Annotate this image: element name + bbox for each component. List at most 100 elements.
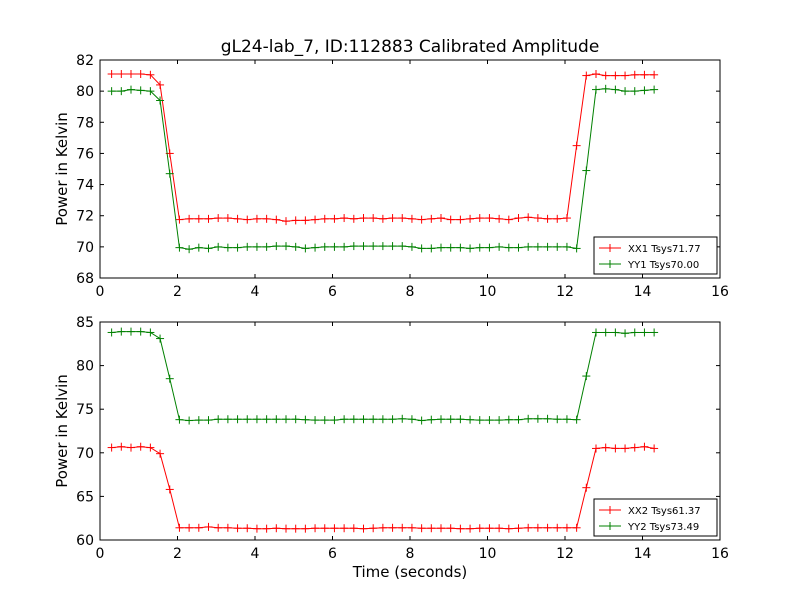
data-point xyxy=(378,415,387,424)
data-point xyxy=(359,415,368,424)
data-point xyxy=(369,214,378,223)
data-point xyxy=(194,523,203,532)
data-point xyxy=(485,524,494,533)
data-point xyxy=(437,243,445,252)
data-point xyxy=(127,327,135,336)
data-point xyxy=(301,244,310,253)
y-tick-label: 75 xyxy=(76,402,94,418)
legend-box xyxy=(593,236,718,275)
data-point xyxy=(282,217,290,226)
data-point xyxy=(495,214,504,223)
data-point xyxy=(282,415,290,424)
data-point xyxy=(417,524,426,533)
y-tick-label: 82 xyxy=(76,53,94,69)
x-tick-label: 14 xyxy=(634,284,652,300)
data-point xyxy=(582,372,591,381)
data-point xyxy=(272,524,281,533)
data-point xyxy=(117,442,126,451)
data-point xyxy=(562,523,571,532)
data-point xyxy=(514,214,523,223)
data-point xyxy=(475,524,484,533)
data-point xyxy=(369,524,378,533)
data-point xyxy=(495,242,504,251)
data-point xyxy=(311,215,320,224)
data-point xyxy=(495,524,504,533)
y-axis-label: Power in Kelvin xyxy=(53,374,71,488)
data-point xyxy=(437,415,445,424)
data-point xyxy=(349,415,358,424)
data-point xyxy=(359,214,368,223)
data-point xyxy=(175,243,184,252)
data-point xyxy=(630,70,639,79)
data-point xyxy=(243,524,252,533)
data-point xyxy=(233,415,242,424)
legend-entry: XX2 Tsys61.37 xyxy=(599,506,701,517)
data-point xyxy=(136,86,145,95)
data-point xyxy=(446,524,455,533)
data-point xyxy=(165,374,174,383)
data-point xyxy=(262,242,271,251)
y-tick-label: 78 xyxy=(76,115,94,131)
data-point xyxy=(136,327,145,336)
data-point xyxy=(282,242,290,251)
data-point xyxy=(340,214,349,223)
data-point xyxy=(640,70,649,79)
data-point xyxy=(553,415,562,424)
data-point xyxy=(146,443,155,452)
data-point xyxy=(369,415,378,424)
data-point xyxy=(340,524,349,533)
data-point xyxy=(243,242,252,251)
data-point xyxy=(524,523,533,532)
data-point xyxy=(204,522,213,531)
data-point xyxy=(301,216,310,225)
data-point xyxy=(165,485,174,494)
x-tick-label: 8 xyxy=(406,546,415,562)
data-point xyxy=(504,524,513,533)
data-point xyxy=(611,444,620,453)
data-point xyxy=(223,523,232,532)
data-point xyxy=(466,214,475,223)
data-point xyxy=(136,442,145,451)
data-point xyxy=(175,215,184,224)
x-tick-label: 0 xyxy=(96,284,105,300)
data-point xyxy=(485,243,494,252)
data-point xyxy=(650,328,659,337)
data-point xyxy=(582,483,591,492)
data-point xyxy=(320,416,329,425)
data-point xyxy=(262,524,271,533)
data-point xyxy=(146,70,155,79)
data-point xyxy=(621,87,630,96)
y-tick-label: 68 xyxy=(76,271,94,287)
data-point xyxy=(204,244,213,253)
data-point xyxy=(185,214,194,223)
data-point xyxy=(282,524,290,533)
data-point xyxy=(417,244,426,253)
data-point xyxy=(378,523,387,532)
data-point xyxy=(214,415,223,424)
data-point xyxy=(272,215,281,224)
data-point xyxy=(252,214,261,223)
data-point xyxy=(446,243,455,252)
data-point xyxy=(349,524,358,533)
data-point xyxy=(514,524,523,533)
data-point xyxy=(611,85,620,94)
data-point xyxy=(330,416,339,425)
data-point xyxy=(291,524,300,533)
data-point xyxy=(127,85,135,94)
data-point xyxy=(524,213,533,222)
data-point xyxy=(524,414,533,423)
data-point xyxy=(572,415,581,424)
legend-entry: XX1 Tsys71.77 xyxy=(599,244,701,255)
data-point xyxy=(262,415,271,424)
data-point xyxy=(427,415,436,424)
data-point xyxy=(252,524,261,533)
data-point xyxy=(204,416,213,425)
data-point xyxy=(117,70,126,79)
x-tick-label: 6 xyxy=(328,546,337,562)
data-point xyxy=(456,524,465,533)
data-point xyxy=(553,214,562,223)
data-point xyxy=(194,416,203,425)
data-point xyxy=(214,214,223,223)
data-point xyxy=(233,243,242,252)
data-point xyxy=(223,214,232,223)
